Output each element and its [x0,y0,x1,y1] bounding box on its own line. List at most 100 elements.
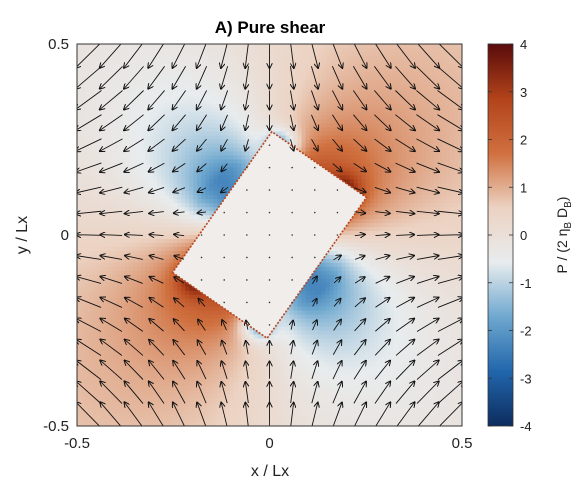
heatmap-cell [93,266,98,272]
heatmap-cell [213,366,218,371]
heatmap-cell [105,51,110,57]
heatmap-cell [133,394,138,399]
heatmap-cell [121,418,126,423]
heatmap-cell [97,406,102,411]
heatmap-cell [193,44,198,49]
heatmap-cell [189,231,194,236]
heatmap-cell [109,55,114,61]
heatmap-cell [161,155,166,160]
heatmap-cell [225,159,230,164]
heatmap-cell [213,135,218,141]
heatmap-cell [225,51,230,57]
heatmap-cell [269,71,275,77]
heatmap-cell [161,179,166,184]
heatmap-cell [93,143,98,149]
heatmap-cell [137,338,142,344]
heatmap-cell [209,414,214,419]
heatmap-cell [225,342,230,348]
heatmap-cell [173,163,178,168]
heatmap-cell [209,191,214,196]
heatmap-cell [81,326,86,332]
heatmap-cell [105,223,110,228]
heatmap-cell [189,358,194,363]
heatmap-cell [133,270,138,276]
heatmap-cell [145,266,150,272]
heatmap-cell [157,115,162,121]
heatmap-cell [273,334,279,340]
heatmap-cell [169,362,174,367]
heatmap-cell [121,422,126,426]
heatmap-cell [237,378,243,383]
heatmap-cell [145,290,150,296]
heatmap-cell [181,338,186,344]
heatmap-cell [149,278,154,284]
heatmap-cell [161,238,166,244]
heatmap-cell [141,258,146,264]
heatmap-cell [181,131,186,137]
heatmap-cell [141,302,146,308]
heatmap-cell [221,314,226,320]
heatmap-cell [89,203,94,208]
heatmap-cell [85,55,90,61]
heatmap-cell [101,262,106,268]
heatmap-cell [253,346,259,351]
heatmap-cell [161,266,166,272]
heatmap-cell [93,330,98,336]
heatmap-cell [85,111,90,117]
heatmap-cell [161,119,166,125]
heatmap-cell [89,390,94,395]
heatmap-cell [165,410,170,415]
heatmap-cell [265,346,271,351]
heatmap-cell [141,326,146,332]
heatmap-cell [77,282,82,288]
heatmap-cell [157,258,162,264]
heatmap-cell [145,302,150,308]
heatmap-cell [105,139,110,145]
heatmap-cell [145,410,150,415]
heatmap-cell [85,175,90,180]
heatmap-cell [137,191,142,196]
heatmap-cell [185,231,190,236]
heatmap-cell [241,390,247,395]
heatmap-cell [177,175,182,180]
heatmap-cell [189,199,194,204]
heatmap-cell [201,147,206,153]
heatmap-cell [101,270,106,276]
heatmap-cell [229,314,235,320]
heatmap-cell [165,270,170,276]
heatmap-cell [241,111,247,117]
heatmap-cell [133,151,138,157]
heatmap-cell [153,159,158,164]
heatmap-cell [189,215,194,220]
heatmap-cell [261,358,267,363]
heatmap-cell [205,346,210,351]
heatmap-cell [217,151,222,157]
heatmap-cell [165,258,170,264]
heatmap-cell [281,55,287,61]
heatmap-cell [245,155,251,160]
heatmap-cell [233,44,239,49]
heatmap-cell [129,354,134,359]
heatmap-cell [161,107,166,113]
heatmap-cell [161,199,166,204]
heatmap-cell [81,262,86,268]
heatmap-cell [245,406,251,411]
heatmap-cell [157,250,162,256]
heatmap-cell [113,155,118,160]
heatmap-cell [193,95,198,101]
heatmap-cell [157,330,162,336]
heatmap-cell [273,83,279,89]
heatmap-cell [113,135,118,141]
heatmap-cell [181,366,186,371]
heatmap-cell [173,386,178,391]
heatmap-cell [101,414,106,419]
heatmap-cell [257,366,263,371]
heatmap-cell [153,187,158,192]
heatmap-cell [185,314,190,320]
heatmap-cell [261,135,267,141]
heatmap-cell [237,322,243,328]
heatmap-cell [137,298,142,304]
heatmap-cell [93,342,98,348]
heatmap-cell [77,115,82,121]
heatmap-cell [85,302,90,308]
